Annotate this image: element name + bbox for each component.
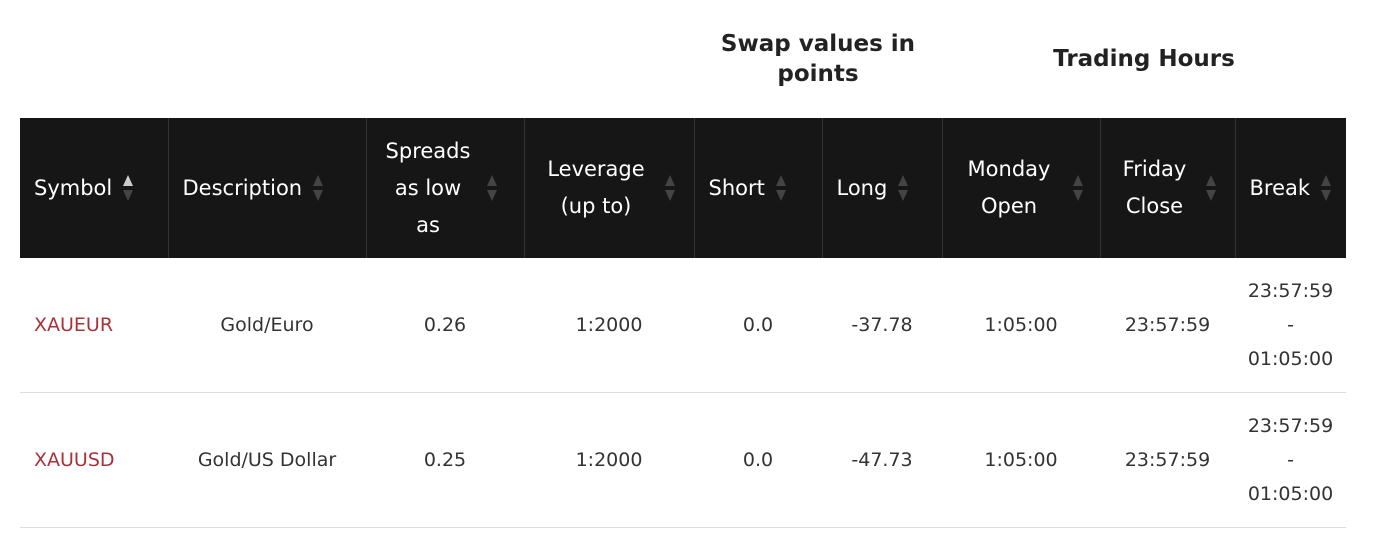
symbol-cell: XAUEUR (20, 258, 168, 393)
symbol-cell: XAUUSD (20, 392, 168, 528)
header-cell: Long (823, 170, 942, 207)
table-cell: 0.0 (694, 258, 822, 393)
header-text: Symbol (34, 175, 113, 200)
table-cell: Gold/Euro (168, 258, 366, 393)
column-header[interactable]: Short (693, 118, 822, 258)
column-header[interactable]: Friday Close (1099, 118, 1235, 258)
table-cell: 1:05:00 (942, 258, 1100, 393)
table-cell: 23:57:59 - 01:05:00 (1235, 392, 1346, 528)
sort-icon (1072, 175, 1083, 201)
sort-up (1321, 175, 1332, 186)
header-text: Monday Open (967, 157, 1051, 218)
header-text: Break (1249, 175, 1311, 200)
column-header[interactable]: Break (1234, 118, 1347, 258)
header-text: Leverage (up to) (547, 157, 645, 218)
sort-down (898, 190, 909, 201)
sort-up (123, 175, 134, 186)
table-body: Swap values in points Trading Hours Symb… (20, 0, 1346, 528)
table-cell: 1:05:00 (942, 392, 1100, 528)
sort-icon (486, 175, 497, 201)
group-header-text: Trading Hours (1053, 46, 1235, 72)
sort-up (486, 175, 497, 186)
group-header-text: Swap values in points (720, 31, 916, 87)
table-row: XAUEUR Gold/Euro 0.26 1:2000 0.0 -37.78 1:05:0… (20, 258, 1346, 393)
column-header[interactable]: Leverage (up to) (523, 118, 694, 258)
header-text: Description (182, 175, 303, 200)
sort-down (664, 190, 675, 201)
sort-up (664, 175, 675, 186)
group-header: Trading Hours (942, 0, 1346, 118)
sort-up (313, 175, 324, 186)
column-header[interactable]: Long (821, 118, 942, 258)
pricing-table-wrap: Swap values in points Trading Hours Symb… (20, 0, 1346, 528)
sort-icon (123, 175, 134, 201)
header-row: Symbol Description Spreads as low as Levera… (20, 118, 1346, 258)
table-cell: Gold/US Dollar (168, 392, 366, 528)
sort-icon (1321, 175, 1332, 201)
table-cell: 23:57:59 (1100, 392, 1235, 528)
sort-down (123, 190, 134, 201)
sort-icon (775, 175, 786, 201)
group-header-row: Swap values in points Trading Hours (20, 0, 1346, 118)
header-cell: Break (1236, 170, 1347, 207)
sort-icon (313, 175, 324, 201)
header-cell: Spreads as low as (367, 133, 524, 244)
sort-icon (898, 175, 909, 201)
header-text: Spreads as low as (385, 138, 471, 237)
spacer (20, 0, 694, 118)
header-cell: Friday Close (1101, 151, 1235, 225)
pricing-table: Swap values in points Trading Hours Symb… (20, 0, 1346, 528)
sort-up (898, 175, 909, 186)
table-cell: 1:2000 (524, 258, 694, 393)
table-row: XAUUSD Gold/US Dollar 0.25 1:2000 0.0 -47.73 1… (20, 392, 1346, 528)
sort-icon (664, 175, 675, 201)
table-cell: 23:57:59 - 01:05:00 (1235, 258, 1346, 393)
sort-icon (1205, 175, 1216, 201)
table-cell: 23:57:59 (1100, 258, 1235, 393)
header-text: Short (708, 175, 765, 200)
group-header: Swap values in points (694, 0, 942, 118)
sort-up (775, 175, 786, 186)
sort-down (1072, 190, 1083, 201)
header-cell: Monday Open (943, 151, 1100, 225)
header-text: Long (836, 175, 888, 200)
table-cell: -47.73 (822, 392, 942, 528)
table-cell: 0.25 (366, 392, 524, 528)
sort-down (1321, 190, 1332, 201)
sort-down (486, 190, 497, 201)
column-header[interactable]: Spreads as low as (365, 118, 524, 258)
header-cell: Short (695, 170, 822, 207)
header-cell: Leverage (up to) (525, 151, 694, 225)
sort-up (1205, 175, 1216, 186)
header-text: Friday Close (1122, 157, 1187, 218)
header-cell: Description (169, 170, 366, 207)
table-cell: -37.78 (822, 258, 942, 393)
table-cell: 0.0 (694, 392, 822, 528)
sort-up (1072, 175, 1083, 186)
sort-down (1205, 190, 1216, 201)
table-cell: 0.26 (366, 258, 524, 393)
sort-down (313, 190, 324, 201)
sort-down (775, 190, 786, 201)
column-header[interactable]: Symbol (20, 118, 168, 258)
column-header[interactable]: Description (167, 118, 366, 258)
column-header[interactable]: Monday Open (941, 118, 1100, 258)
header-cell: Symbol (20, 170, 168, 207)
table-cell: 1:2000 (524, 392, 694, 528)
